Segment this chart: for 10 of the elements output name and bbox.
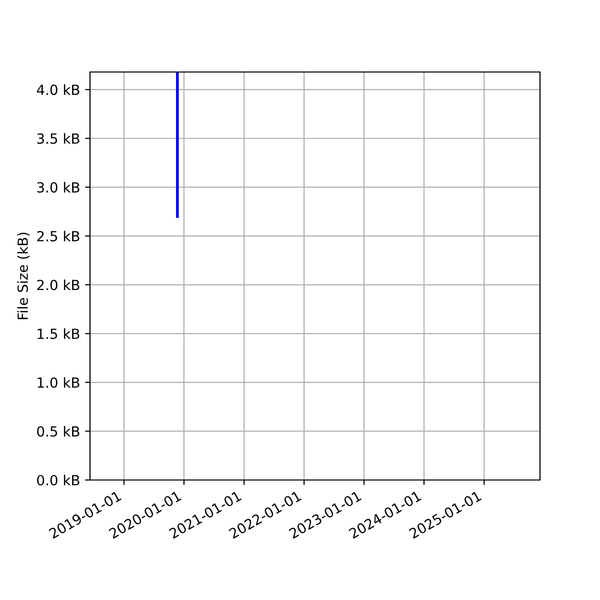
y-axis-title: File Size (kB) xyxy=(17,232,30,320)
y-tick-label: 3.5 kB xyxy=(37,133,80,144)
y-tick-label: 2.5 kB xyxy=(37,230,80,242)
y-tick-label: 1.5 kB xyxy=(38,328,80,340)
y-tick-label: 0.0 kB xyxy=(37,474,80,486)
y-tick-label: 2.0 kB xyxy=(37,280,80,290)
y-tick-label: 0.5 kB xyxy=(37,426,80,437)
y-tick-label: 3.0 kB xyxy=(37,182,80,193)
y-tick-label: 1.0 kB xyxy=(38,377,80,388)
y-tick-label: 4.0 kB xyxy=(36,84,80,96)
